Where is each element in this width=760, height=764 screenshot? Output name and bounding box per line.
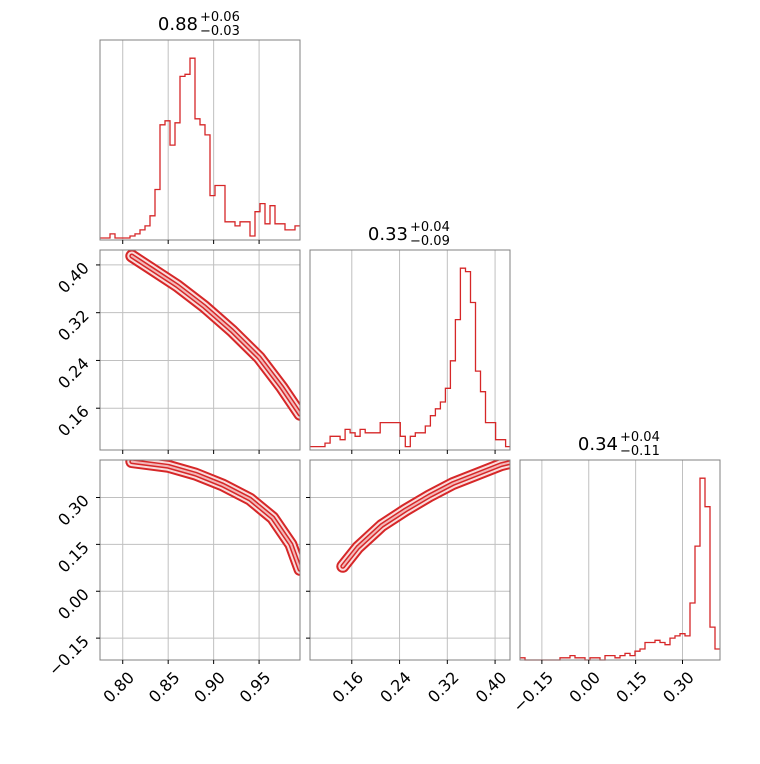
- y-tick-label: 0.15: [54, 538, 93, 577]
- contour-panel-2: [309, 459, 511, 661]
- contour-outer-2: [336, 460, 510, 573]
- contour-outer-fill-2: [338, 460, 510, 571]
- histogram-0: [100, 57, 300, 239]
- y-tick-label: 0.24: [54, 354, 93, 393]
- y-tick-label: 0.00: [54, 585, 93, 624]
- x-tick-label: 0.95: [236, 668, 275, 707]
- x-tick-label: 0.30: [659, 668, 698, 707]
- x-tick-label: 0.90: [190, 668, 229, 707]
- y-tick-label: 0.30: [54, 491, 93, 530]
- title-plus-error: +0.06: [200, 10, 240, 25]
- title-median: 0.33: [368, 224, 408, 245]
- title-plus-error: +0.04: [620, 430, 660, 445]
- histogram-1: [310, 267, 510, 448]
- contour-panel-1: [99, 459, 301, 661]
- histogram-title-1: 0.33 +0.04−0.09: [368, 220, 450, 249]
- y-tick-label: −0.15: [45, 632, 93, 680]
- contour-inner-2: [340, 460, 510, 569]
- histogram-title-0: 0.88 +0.06−0.03: [158, 10, 240, 39]
- x-tick-label: 0.80: [99, 668, 138, 707]
- x-tick-label: 0.15: [612, 668, 651, 707]
- contour-core-2: [341, 461, 510, 568]
- x-tick-label: 0.24: [376, 668, 415, 707]
- y-tick-label: 0.16: [54, 402, 93, 441]
- contour-outer-fill-1: [127, 460, 300, 574]
- contour-panel-0: [99, 249, 301, 451]
- histogram-panel-1: [309, 249, 511, 451]
- x-tick-label: 0.16: [328, 668, 367, 707]
- title-minus-error: −0.03: [200, 24, 240, 39]
- x-tick-label: 0.40: [472, 668, 511, 707]
- title-minus-error: −0.09: [410, 234, 450, 249]
- contour-outer-0: [125, 250, 300, 421]
- histogram-2: [520, 477, 720, 661]
- y-tick-label: 0.32: [54, 306, 93, 345]
- x-tick-label: 0.85: [145, 668, 184, 707]
- histogram-panel-2: [519, 459, 721, 661]
- title-plus-error: +0.04: [410, 220, 450, 235]
- histogram-panel-0: [99, 39, 301, 241]
- y-tick-label: 0.40: [54, 258, 93, 297]
- title-minus-error: −0.11: [620, 444, 660, 459]
- x-tick-label: −0.15: [509, 668, 557, 716]
- x-tick-label: 0.00: [565, 668, 604, 707]
- title-median: 0.88: [158, 14, 198, 35]
- histogram-title-2: 0.34 +0.04−0.11: [578, 430, 660, 459]
- x-tick-label: 0.32: [424, 668, 463, 707]
- contour-core-1: [130, 460, 300, 571]
- title-median: 0.34: [578, 434, 618, 455]
- contour-core-0: [130, 255, 300, 416]
